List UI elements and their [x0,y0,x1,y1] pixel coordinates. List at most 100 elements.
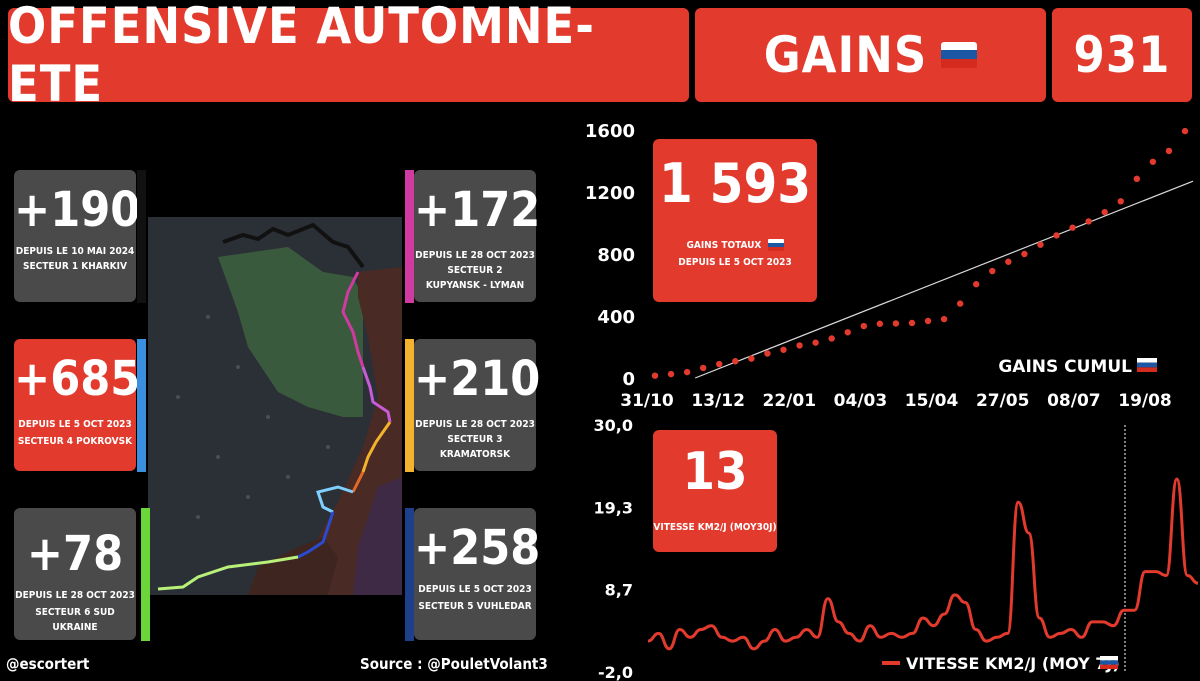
sector-color-bar-kupyansk [405,170,414,303]
x-tick-label: 08/07 [1047,391,1101,411]
total-gains-line1: GAINS TOTAUX [686,240,762,251]
sector-value: +190 [14,182,141,238]
sector-card-vuhledar: +258 DEPUIS LE 5 OCT 2023 SECTEUR 5 VUHL… [414,508,541,640]
y-tick-label: 30,0 [594,416,633,435]
data-point [828,335,835,342]
chart-legend-label: GAINS CUMUL [998,357,1132,377]
y-tick-label: 400 [597,307,635,328]
data-point [1117,198,1124,205]
x-tick-label: 13/12 [691,391,745,411]
source-credit: Source : @PouletVolant3 [360,655,548,673]
x-tick-label: 04/03 [834,391,888,411]
data-point [683,368,691,376]
speed-caption: VITESSE KM2/J (MOY30J) [653,522,777,533]
data-point [1101,208,1108,216]
title-banner: OFFENSIVE AUTOMNE-ETE [8,0,689,113]
day-count-banner: 931 [1052,8,1192,102]
author-handle: @escortert [6,655,90,673]
sector-card-sud-ukraine: +78 DEPUIS LE 28 OCT 2023 SECTEUR 6 SUD … [14,508,136,640]
sector-date: DEPUIS LE 5 OCT 2023 [18,419,132,430]
y-tick-label: -2,0 [598,663,633,681]
charts-area: 0 400 800 1200 1600 31/10 13/12 22/01 04/03 15/04… [585,121,1199,681]
series-line [647,477,1199,651]
total-gains-box: 1 593 GAINS TOTAUX DEPUIS LE 5 OCT 2023 [653,139,817,302]
y-tick-label: 1200 [585,183,635,204]
y-tick-label: 1600 [585,121,635,142]
sector-card-kramatorsk: +210 DEPUIS LE 28 OCT 2023 SECTEUR 3 KRA… [414,339,541,471]
y-tick-label: 800 [597,245,635,266]
day-count: 931 [1073,26,1171,84]
sector-color-bar-vuhledar [405,508,414,641]
gains-label: GAINS [763,26,928,84]
sector-color-bar-kharkiv [137,170,146,303]
data-point [860,322,867,330]
data-point [876,320,884,327]
sector-value: +685 [14,351,141,407]
gains-banner: GAINS [695,8,1046,102]
sector-label: SECTEUR 3 KRAMATORSK [439,434,511,460]
data-point [1005,258,1012,265]
data-point [1069,224,1076,231]
y-tick-label: 19,3 [594,499,633,518]
y-tick-label: 0 [622,369,635,390]
data-point [1149,158,1157,165]
total-gains-value: 1 593 [658,152,812,215]
sector-color-bar-sud-ukraine [141,508,150,641]
sector-label: SECTEUR 1 KHARKIV [23,261,127,272]
sector-card-pokrovsk: +685 DEPUIS LE 5 OCT 2023 SECTEUR 4 POKR… [14,339,141,471]
data-point [1021,250,1028,258]
trendline [694,180,1194,379]
sector-value: +78 [26,526,124,582]
data-point [699,364,707,372]
data-point [1085,218,1092,225]
sector-label: SECTEUR 5 VUHLEDAR [418,601,532,612]
russia-flag-icon [767,239,784,251]
sector-label: SECTEUR 4 POKROVSK [17,436,133,447]
data-point [667,370,675,378]
total-gains-line2: DEPUIS LE 5 OCT 2023 [678,257,792,268]
data-point [732,358,739,365]
sector-date: DEPUIS LE 28 OCT 2023 [415,250,535,261]
sector-date: DEPUIS LE 10 MAI 2024 [15,246,135,257]
x-tick-label: 31/10 [620,391,674,411]
data-point [940,315,948,323]
front-map [148,217,402,595]
sector-color-bar-kramatorsk [405,339,414,472]
x-tick-label: 15/04 [905,391,959,411]
data-point [1037,241,1044,248]
data-point [892,320,900,327]
data-point [796,342,803,349]
data-point [1165,147,1173,155]
sector-date: DEPUIS LE 5 OCT 2023 [418,584,532,595]
russia-flag-icon [1137,358,1157,372]
x-tick-label: 27/05 [976,391,1030,411]
data-point [908,319,916,327]
sector-color-bar-pokrovsk [137,339,146,472]
sector-value: +172 [414,182,541,238]
page-title: OFFENSIVE AUTOMNE-ETE [8,0,595,113]
data-point [780,346,787,353]
sector-label: SECTEUR 2 KUPYANSK - LYMAN [425,265,525,291]
speed-box: 13 VITESSE KM2/J (MOY30J) [653,430,777,552]
chart-legend-label: VITESSE KM2/J (MOY 7J) [906,654,1120,673]
map-image [148,217,402,595]
data-point [651,372,659,379]
y-tick-label: 8,7 [605,580,633,599]
x-tick-label: 19/08 [1118,391,1172,411]
sector-value: +210 [414,351,541,407]
data-point [924,317,932,325]
sector-card-kupyansk: +172 DEPUIS LE 28 OCT 2023 SECTEUR 2 KUP… [414,170,541,302]
russia-flag-icon [1100,656,1118,669]
sector-date: DEPUIS LE 28 OCT 2023 [15,590,135,601]
sector-card-kharkiv: +190 DEPUIS LE 10 MAI 2024 SECTEUR 1 KHA… [14,170,141,302]
x-tick-label: 22/01 [763,391,817,411]
data-point [1181,127,1189,135]
total-gains-caption: GAINS TOTAUX [653,239,817,251]
data-point [764,350,771,357]
data-point [716,360,723,368]
data-point [973,281,980,288]
sector-value: +258 [414,520,541,576]
data-point [989,267,996,275]
sector-label: SECTEUR 6 SUD UKRAINE [35,607,115,633]
data-point [1133,175,1141,183]
